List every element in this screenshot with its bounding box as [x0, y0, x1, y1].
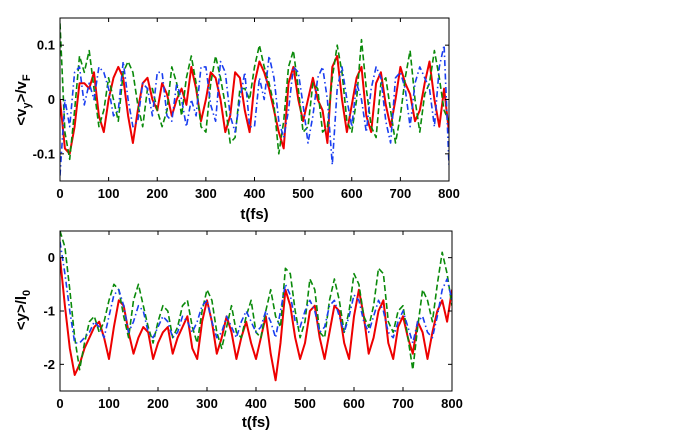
series-line-solid — [60, 55, 449, 155]
axes-frame — [59, 230, 453, 392]
y-tick-label: -2 — [43, 357, 55, 372]
x-tick-label: 400 — [244, 186, 266, 201]
series-lines — [60, 23, 449, 176]
x-tick-label: 200 — [147, 396, 169, 411]
x-tick-label: 400 — [245, 396, 267, 411]
y-tick-label: 0 — [48, 250, 55, 265]
x-tick-label: 800 — [438, 186, 460, 201]
x-tick-label: 500 — [292, 186, 314, 201]
y-axis-label: <vy>/vF — [13, 74, 33, 126]
y-tick-label: 0 — [48, 92, 55, 107]
x-axis-label: t(fs) — [242, 414, 270, 431]
x-axis-label: t(fs) — [240, 206, 268, 223]
series-lines — [60, 231, 452, 382]
x-tick-label: 0 — [56, 186, 63, 201]
y-tick-label: 0.1 — [37, 38, 55, 53]
series-line-dashdot — [60, 241, 452, 344]
x-tick-label: 500 — [294, 396, 316, 411]
series-line-dashdot — [60, 44, 449, 176]
x-tick-label: 100 — [98, 186, 120, 201]
x-tick-label: 600 — [341, 186, 363, 201]
x-tick-label: 100 — [98, 396, 120, 411]
bottom-panel-position: 0 100 200 300 400 500 600 700 800 -2 -1 0 t(fs) <y>/l… — [13, 230, 463, 431]
x-tick-label: 300 — [195, 186, 217, 201]
x-tick-label: 300 — [196, 396, 218, 411]
top-panel-velocity: 0 100 200 300 400 500 600 700 800 -0.1 0 0.1 t(fs) <v… — [13, 17, 460, 223]
axes-frame — [59, 17, 450, 182]
x-tick-label: 700 — [392, 396, 414, 411]
y-tick-label: -0.1 — [33, 146, 55, 161]
y-tick-label: -1 — [43, 304, 55, 319]
series-line-dashed — [60, 23, 449, 161]
x-tick-label: 200 — [146, 186, 168, 201]
series-line-solid — [60, 257, 452, 382]
x-tick-label: 600 — [343, 396, 365, 411]
x-tick-label: 800 — [441, 396, 463, 411]
x-tick-label: 700 — [390, 186, 412, 201]
y-axis-label: <y>/l0 — [13, 290, 33, 330]
x-tick-label: 0 — [56, 396, 63, 411]
